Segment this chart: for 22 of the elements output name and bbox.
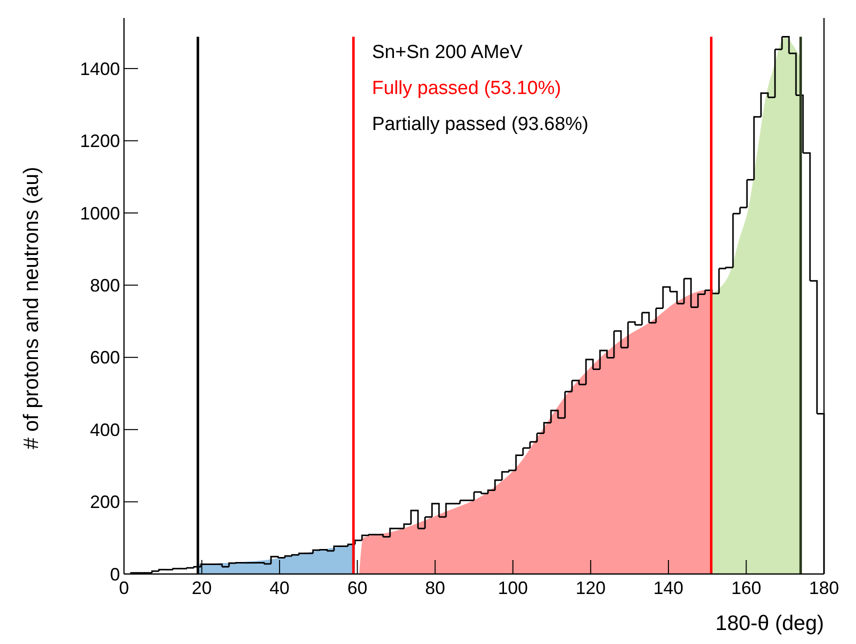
- y-tick-label: 1000: [80, 203, 120, 224]
- x-tick-label: 180: [808, 578, 840, 598]
- y-tick-label: 0: [110, 564, 120, 584]
- x-tick-label: 140: [653, 578, 684, 598]
- x-tick-label: 100: [498, 578, 528, 598]
- y-axis-title: # of protons and neutrons (au): [20, 166, 43, 450]
- y-tick-label: 800: [90, 275, 120, 296]
- x-tick-label: 20: [192, 578, 212, 598]
- x-tick-label: 160: [731, 578, 762, 598]
- x-tick-label: 120: [576, 578, 606, 598]
- x-tick-label: 40: [270, 578, 290, 598]
- annotation: Partially passed (93.68%): [372, 114, 588, 135]
- y-tick-label: 1400: [80, 58, 120, 79]
- y-tick-label: 1200: [80, 131, 120, 152]
- y-tick-label: 400: [90, 420, 120, 440]
- x-tick-label: 60: [347, 578, 368, 598]
- x-tick-label: 80: [425, 578, 446, 598]
- y-tick-label: 200: [90, 492, 120, 512]
- annotation: Sn+Sn 200 AMeV: [372, 42, 523, 63]
- y-tick-label: 600: [90, 348, 120, 368]
- annotation: Fully passed (53.10%): [372, 78, 562, 99]
- x-axis-title: 180-θ (deg): [715, 612, 824, 635]
